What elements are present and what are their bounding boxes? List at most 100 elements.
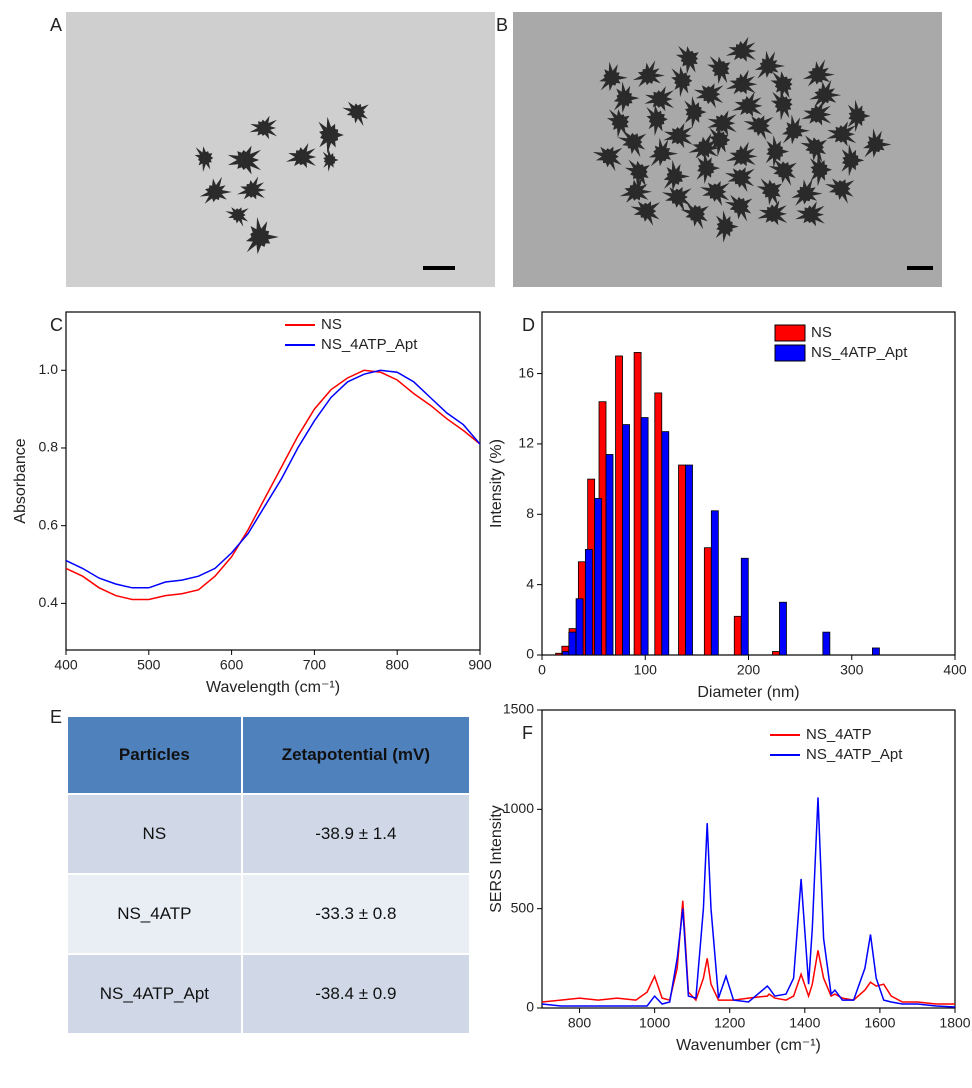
bar — [575, 598, 584, 656]
particle — [726, 69, 758, 95]
x-tick-label: 700 — [303, 657, 327, 673]
table-cell: -33.3 ± 0.8 — [240, 873, 472, 955]
particle — [781, 114, 810, 145]
particles-b — [592, 36, 892, 243]
legend-label: NS_4ATP_Apt — [806, 746, 903, 763]
particle — [646, 104, 668, 136]
table-header: Particles — [66, 715, 243, 795]
bar — [615, 355, 623, 656]
bar — [640, 417, 649, 656]
data-line — [541, 900, 955, 1005]
legend-label: NS_4ATP_Apt — [321, 336, 418, 353]
particle — [680, 202, 709, 230]
x-tick-label: 300 — [840, 662, 864, 678]
particle — [768, 159, 797, 186]
x-tick-label: 1000 — [639, 1015, 670, 1031]
bar — [872, 647, 880, 656]
data-line — [65, 369, 481, 601]
x-tick-label: 500 — [137, 657, 161, 673]
table-cell: NS_4ATP — [66, 873, 243, 955]
bar — [772, 651, 780, 656]
y-tick-label: 1.0 — [39, 361, 59, 377]
x-tick-label: 900 — [468, 657, 492, 673]
particle — [318, 116, 344, 154]
x-tick-label: 100 — [634, 662, 658, 678]
particle — [726, 141, 758, 167]
x-tick-label: 1600 — [864, 1015, 895, 1031]
x-axis-label: Diameter (nm) — [697, 684, 799, 701]
x-tick-label: 600 — [220, 657, 244, 673]
particle — [225, 207, 249, 227]
legend-swatch — [774, 324, 806, 342]
table-cell: NS_4ATP_Apt — [66, 953, 243, 1035]
particle — [675, 45, 699, 75]
particle — [688, 133, 721, 159]
particle — [801, 100, 832, 126]
bar — [733, 615, 742, 656]
y-tick-label: 0.4 — [39, 594, 59, 610]
y-tick-label: 8 — [526, 505, 534, 521]
particle — [644, 86, 674, 112]
panel-label: B — [496, 15, 508, 35]
y-tick-label: 16 — [518, 364, 534, 380]
y-tick-label: 0.6 — [39, 516, 59, 532]
bar — [710, 510, 719, 656]
particle — [630, 201, 661, 226]
particle — [770, 71, 793, 101]
particle — [699, 181, 730, 206]
data-line — [541, 797, 956, 1008]
table-cell: -38.9 ± 1.4 — [240, 793, 472, 875]
x-tick-label: 800 — [386, 657, 410, 673]
x-axis-label: Wavelength (cm⁻¹) — [206, 679, 340, 696]
bar — [822, 631, 831, 656]
y-axis-label: Absorbance — [12, 438, 29, 523]
x-tick-label: 400 — [54, 657, 78, 673]
bar — [594, 498, 603, 656]
particle — [624, 159, 650, 187]
y-tick-label: 12 — [518, 435, 534, 451]
particle — [663, 122, 693, 149]
x-tick-label: 1200 — [714, 1015, 745, 1031]
y-tick-label: 0 — [526, 999, 534, 1015]
particle — [795, 201, 825, 227]
y-tick-label: 0 — [526, 646, 534, 662]
x-tick-label: 1800 — [939, 1015, 970, 1031]
x-tick-label: 0 — [538, 662, 546, 678]
particle — [613, 81, 640, 113]
particle — [227, 145, 262, 175]
particle — [757, 200, 788, 226]
y-tick-label: 0.8 — [39, 439, 59, 455]
panel-label: A — [50, 15, 62, 35]
particle — [802, 59, 835, 87]
particle — [684, 96, 707, 129]
particle — [342, 101, 369, 127]
scale-bar — [423, 266, 455, 270]
particle — [847, 99, 871, 133]
particle — [199, 176, 232, 204]
particle — [648, 137, 679, 167]
table-cell: -38.4 ± 0.9 — [240, 953, 472, 1035]
legend-label: NS — [811, 324, 832, 341]
bar — [678, 464, 686, 656]
scale-bar — [907, 266, 933, 270]
table-header: Zetapotential (mV) — [240, 715, 472, 795]
data-line — [65, 369, 481, 589]
particle — [619, 176, 652, 203]
x-tick-label: 1400 — [789, 1015, 820, 1031]
particle — [617, 131, 647, 158]
panel-label: C — [50, 315, 63, 335]
particle — [724, 167, 755, 192]
particle — [791, 178, 823, 206]
table-cell: NS — [66, 793, 243, 875]
bar — [605, 454, 614, 656]
particle — [708, 125, 731, 157]
y-tick-label: 500 — [511, 899, 535, 915]
particle — [671, 66, 693, 98]
y-tick-label: 4 — [526, 575, 534, 591]
particle — [661, 186, 692, 212]
particle — [249, 115, 278, 140]
particle — [696, 151, 721, 184]
particle — [863, 128, 892, 158]
tem-image-a — [66, 12, 495, 287]
